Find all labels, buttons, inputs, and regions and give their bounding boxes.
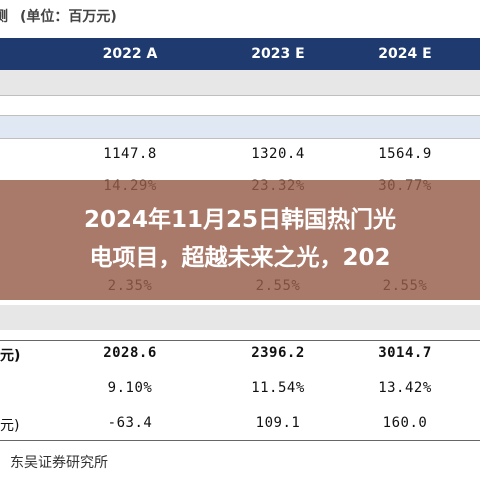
gray-row bbox=[0, 305, 480, 330]
table-cell: 1320.4 bbox=[251, 146, 305, 162]
gray-row bbox=[0, 70, 480, 95]
table-cell: 3014.7 bbox=[378, 345, 432, 361]
partial-title: 测 bbox=[0, 9, 8, 25]
overlay-text: 2024年11月25日韩国热门光 bbox=[83, 207, 397, 233]
row-label: 元) bbox=[0, 418, 20, 434]
table-cell: 2028.6 bbox=[103, 345, 157, 361]
footer-source: 东吴证券研究所 bbox=[10, 455, 108, 471]
row-rule bbox=[0, 115, 480, 116]
table-cell: 160.0 bbox=[382, 415, 428, 431]
row-rule bbox=[0, 440, 480, 441]
row-rule bbox=[0, 138, 480, 139]
row-rule bbox=[0, 340, 480, 341]
unit-label: (单位：百万元) bbox=[20, 9, 117, 25]
header-row bbox=[0, 38, 480, 70]
row-label: 元) bbox=[0, 348, 21, 364]
overlay-banner: 2024年11月25日韩国热门光 电项目，超越未来之光，202 bbox=[0, 180, 480, 300]
table-cell: 9.10% bbox=[107, 380, 153, 396]
table-cell: 1564.9 bbox=[378, 146, 432, 162]
blue-row bbox=[0, 115, 480, 138]
row-rule bbox=[0, 95, 480, 96]
table-cell: 109.1 bbox=[255, 415, 301, 431]
table-cell: -63.4 bbox=[107, 415, 153, 431]
column-header: 2024 E bbox=[378, 46, 432, 62]
table-cell: 2396.2 bbox=[251, 345, 305, 361]
overlay-text: 电项目，超越未来之光，202 bbox=[89, 245, 391, 271]
column-header: 2022 A bbox=[102, 46, 158, 62]
table-cell: 1147.8 bbox=[103, 146, 157, 162]
table-cell: 11.54% bbox=[251, 380, 305, 396]
table-cell: 13.42% bbox=[378, 380, 432, 396]
column-header: 2023 E bbox=[251, 46, 305, 62]
